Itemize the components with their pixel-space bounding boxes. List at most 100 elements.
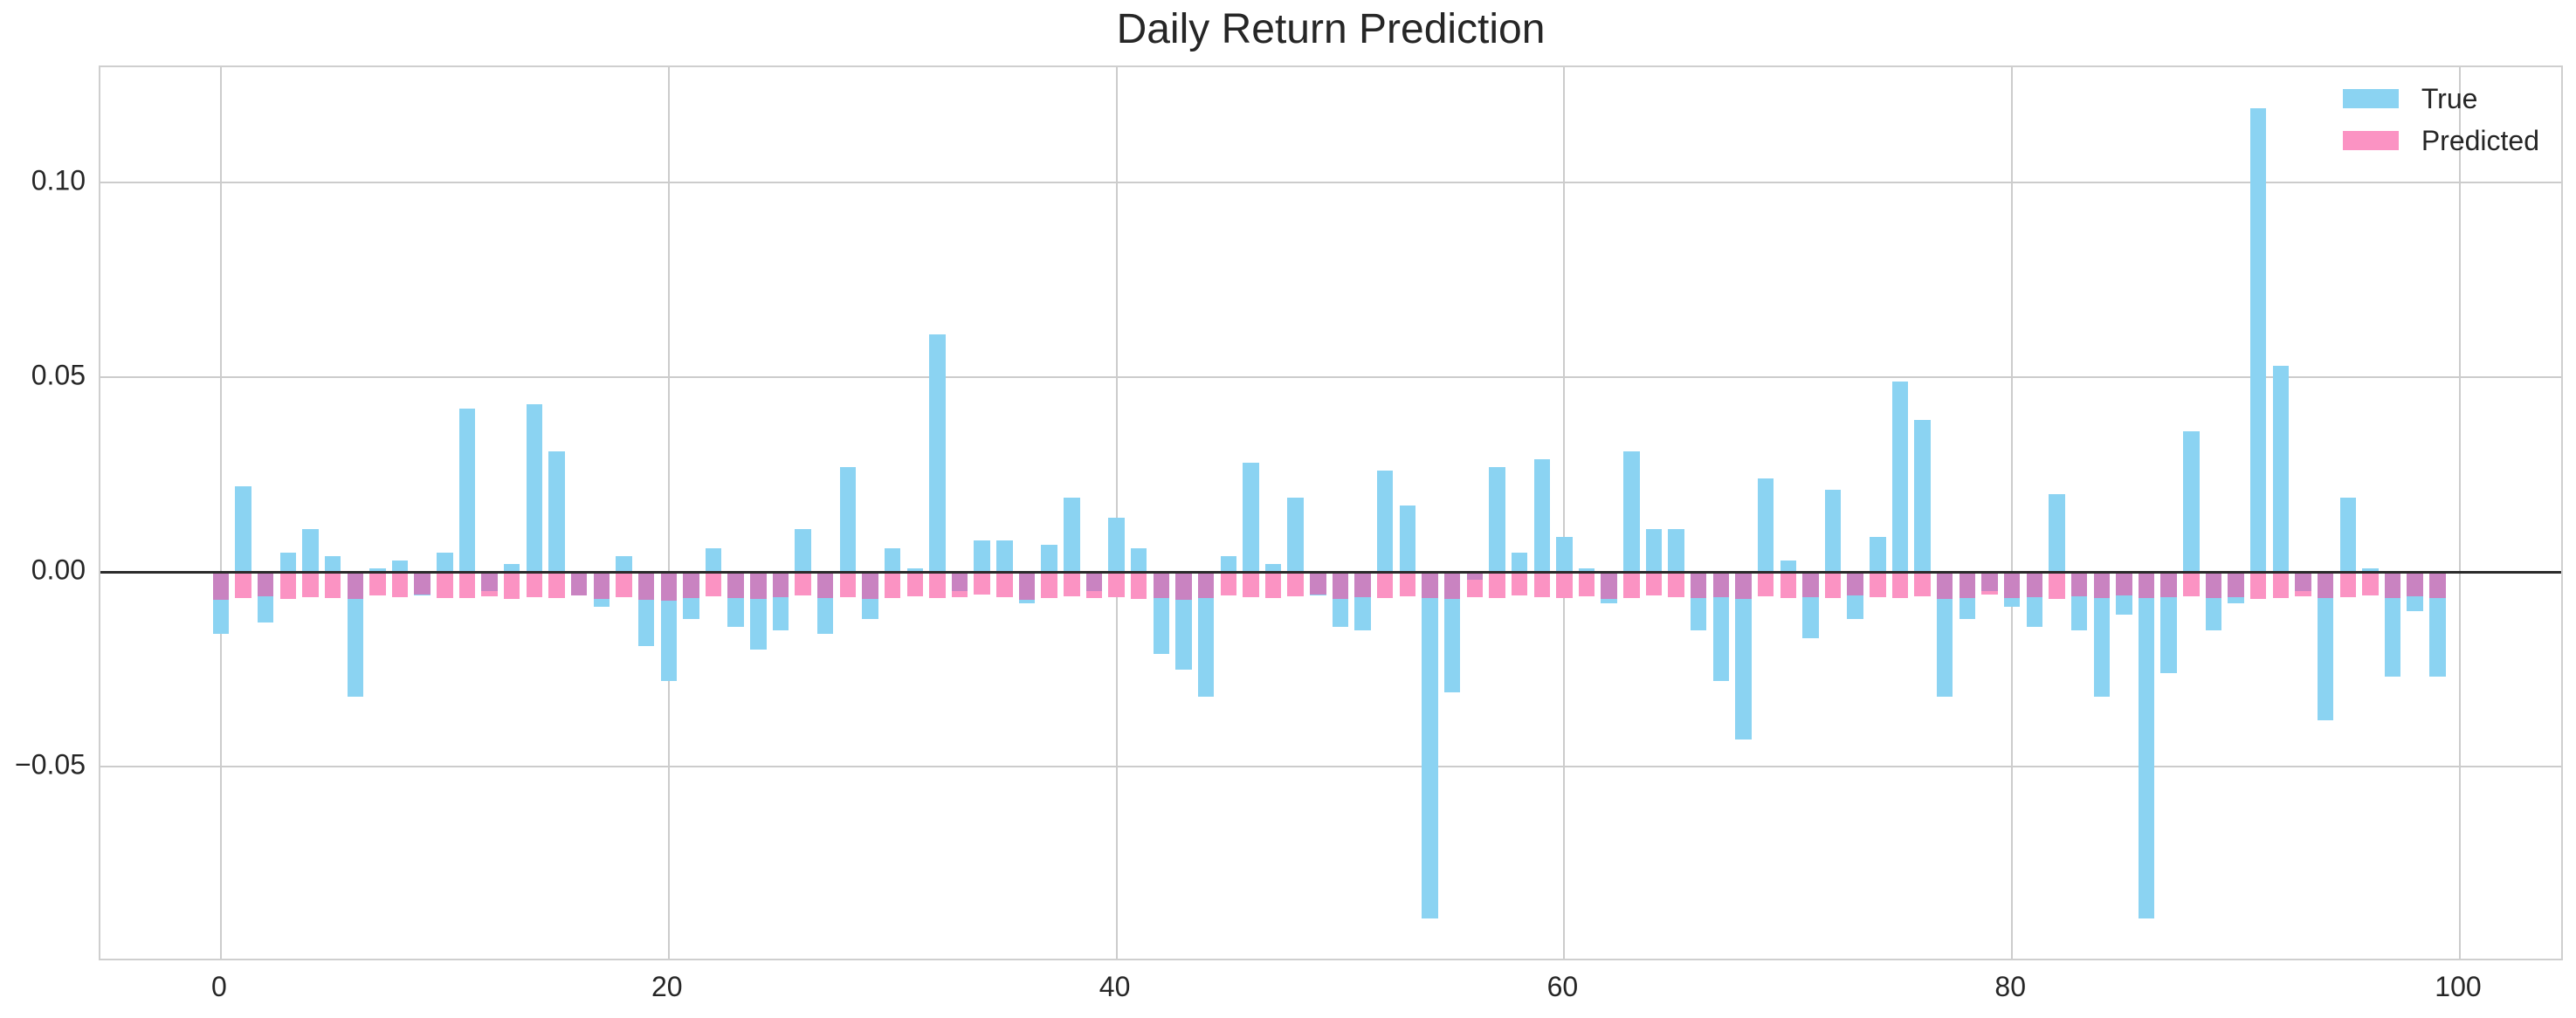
true-bar bbox=[2250, 108, 2267, 573]
predicted-bar bbox=[1264, 572, 1282, 598]
true-bar bbox=[458, 408, 476, 573]
predicted-bar bbox=[458, 572, 476, 598]
true-bar bbox=[1018, 599, 1036, 603]
predicted-bar bbox=[369, 572, 386, 596]
overlap-bar bbox=[951, 572, 968, 592]
overlap-bar bbox=[2205, 572, 2222, 598]
overlap-bar bbox=[683, 572, 699, 599]
overlap-bar bbox=[1959, 572, 1976, 598]
true-bar bbox=[1064, 498, 1080, 573]
true-bar bbox=[1243, 463, 1259, 573]
overlap-bar bbox=[2116, 572, 2132, 596]
overlap-bar bbox=[637, 572, 655, 601]
overlap-bar bbox=[1354, 572, 1371, 598]
predicted-bar bbox=[324, 572, 341, 598]
overlap-bar bbox=[212, 572, 230, 600]
true-bar bbox=[637, 600, 655, 646]
predicted-bar bbox=[1130, 572, 1147, 600]
true-bar bbox=[727, 597, 744, 627]
true-bar bbox=[1354, 597, 1371, 630]
true-bar bbox=[2205, 597, 2222, 630]
true-bar bbox=[2049, 493, 2065, 573]
predicted-bar bbox=[1489, 572, 1505, 599]
true-bar bbox=[324, 556, 341, 573]
true-bar bbox=[2116, 595, 2132, 616]
true-series-swatch bbox=[2342, 89, 2399, 108]
predicted-bar bbox=[1287, 572, 1304, 597]
predicted-bar bbox=[1981, 591, 1998, 595]
overlap-bar bbox=[2093, 572, 2110, 598]
predicted-bar bbox=[1556, 572, 1573, 598]
x-tick-label: 60 bbox=[1546, 971, 1579, 1002]
true-bar bbox=[772, 597, 789, 630]
overlap-bar bbox=[1332, 572, 1349, 599]
predicted-bar bbox=[548, 572, 565, 598]
x-tick-label: 0 bbox=[211, 971, 227, 1002]
true-bar bbox=[1377, 471, 1394, 573]
overlap-bar bbox=[1981, 572, 1998, 592]
true-bar bbox=[1937, 599, 1953, 697]
predicted-bar bbox=[1466, 579, 1484, 597]
true-bar bbox=[1399, 506, 1416, 573]
y-gridline bbox=[100, 766, 2561, 768]
true-bar bbox=[1108, 517, 1125, 573]
true-bar bbox=[1802, 596, 1819, 638]
predicted-bar bbox=[795, 572, 811, 596]
true-bar bbox=[593, 598, 610, 608]
true-bar bbox=[2407, 596, 2423, 611]
true-bar bbox=[2183, 431, 2200, 573]
overlap-bar bbox=[414, 572, 430, 595]
true-bar bbox=[1735, 599, 1752, 739]
overlap-bar bbox=[481, 572, 498, 592]
predicted-bar bbox=[1220, 572, 1236, 596]
true-bar bbox=[2138, 598, 2155, 919]
true-bar bbox=[1914, 420, 1931, 573]
predicted-bar bbox=[906, 572, 924, 596]
true-bar bbox=[817, 597, 834, 635]
overlap-bar bbox=[2026, 572, 2043, 597]
predicted-bar bbox=[2295, 591, 2311, 596]
overlap-bar bbox=[2295, 572, 2311, 592]
true-bar bbox=[1757, 478, 1774, 573]
overlap-bar bbox=[593, 572, 610, 599]
predicted-bar bbox=[1870, 572, 1886, 598]
overlap-bar bbox=[1175, 572, 1192, 601]
true-bar bbox=[616, 556, 632, 573]
chart-title: Daily Return Prediction bbox=[1116, 6, 1546, 52]
true-bar bbox=[1511, 552, 1528, 573]
true-bar bbox=[2228, 596, 2244, 603]
x-gridline bbox=[667, 67, 670, 959]
x-tick-label: 20 bbox=[651, 971, 683, 1002]
true-bar bbox=[347, 599, 363, 697]
true-bar bbox=[660, 601, 677, 681]
true-bar bbox=[1041, 544, 1057, 573]
predicted-bar bbox=[526, 572, 543, 598]
true-bar bbox=[1847, 595, 1863, 619]
true-bar bbox=[929, 334, 946, 573]
predicted-bar bbox=[1578, 572, 1595, 597]
overlap-bar bbox=[1601, 572, 1617, 599]
overlap-bar bbox=[1422, 572, 1438, 598]
true-bar bbox=[1645, 529, 1663, 573]
predicted-bar bbox=[391, 572, 409, 598]
true-bar bbox=[2384, 597, 2401, 678]
overlap-bar bbox=[2407, 572, 2423, 597]
y-tick-label: −0.05 bbox=[15, 748, 86, 781]
overlap-bar bbox=[1443, 572, 1461, 600]
predicted-bar bbox=[705, 572, 722, 597]
predicted-bar bbox=[2049, 572, 2065, 599]
legend: True Predicted bbox=[2342, 82, 2539, 157]
overlap-bar bbox=[772, 572, 789, 598]
true-bar bbox=[1712, 597, 1730, 681]
legend-label-predicted: Predicted bbox=[2421, 124, 2539, 156]
predicted-bar bbox=[2272, 572, 2290, 598]
true-bar bbox=[257, 595, 274, 623]
predicted-bar bbox=[1108, 572, 1125, 598]
true-bar bbox=[1780, 560, 1796, 573]
true-bar bbox=[1556, 536, 1573, 573]
predicted-bar bbox=[1064, 572, 1080, 597]
predicted-bar bbox=[996, 572, 1013, 597]
true-bar bbox=[1870, 536, 1886, 573]
true-bar bbox=[1533, 458, 1550, 573]
